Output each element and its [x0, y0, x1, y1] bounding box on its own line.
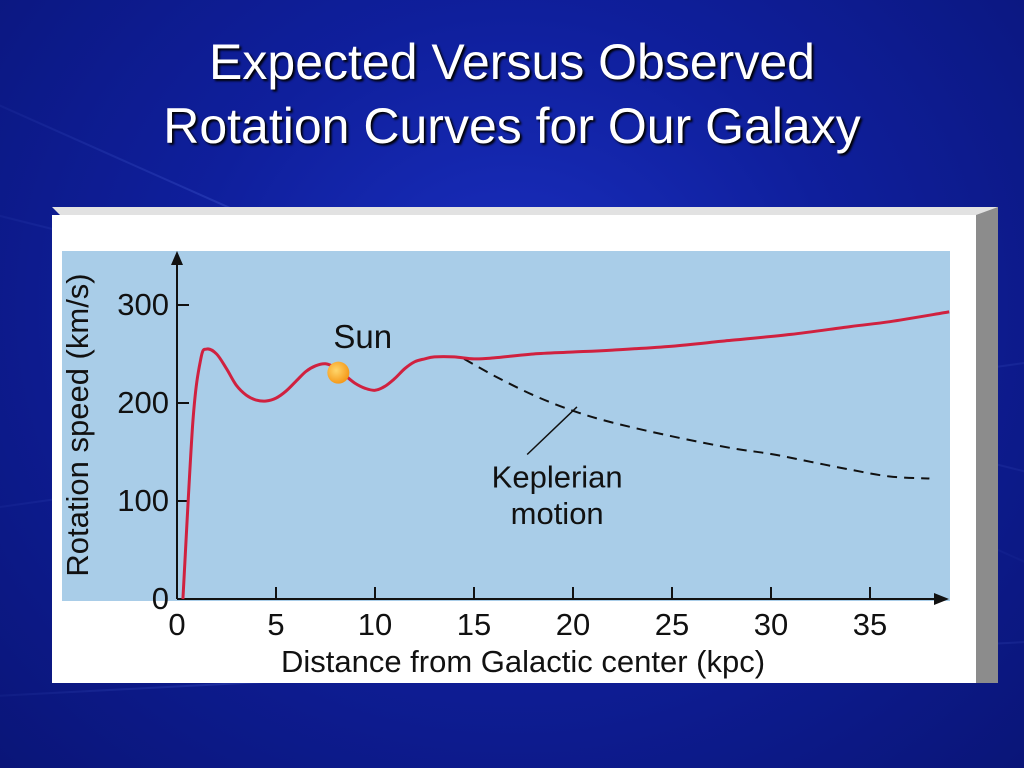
figure-frame: 0 5 10 15 20 25 30 35 0 100 200 300 Sun Keplerian m… — [52, 207, 998, 683]
frame-bevel-right — [976, 207, 998, 683]
x-axis-arrow — [934, 593, 949, 605]
rotation-curve-chart: 0 5 10 15 20 25 30 35 0 100 200 300 Sun Keplerian m… — [52, 207, 998, 683]
axis-tick-labels: 0 5 10 15 20 25 30 35 0 100 200 300 — [117, 287, 887, 642]
x-tick-label: 10 — [358, 607, 392, 642]
y-tick-label: 200 — [117, 385, 169, 420]
keplerian-label-line-2: motion — [511, 496, 604, 531]
slide-title-line-2: Rotation Curves for Our Galaxy — [163, 98, 861, 154]
slide-title-line-1: Expected Versus Observed — [209, 34, 815, 90]
sun-marker — [327, 361, 350, 384]
y-tick-label: 0 — [152, 581, 169, 616]
frame-bevel-top — [52, 207, 998, 215]
keplerian-label-line-1: Keplerian — [492, 460, 623, 495]
keplerian-leader-line — [526, 406, 578, 456]
x-tick-label: 5 — [267, 607, 284, 642]
x-tick-label: 0 — [168, 607, 185, 642]
y-tick-label: 300 — [117, 287, 169, 322]
observed-rotation-curve — [181, 310, 950, 600]
x-tick-label: 35 — [853, 607, 887, 642]
keplerian-curve — [463, 358, 930, 480]
axis-ticks — [177, 304, 871, 599]
x-tick-label: 30 — [754, 607, 788, 642]
sun-label: Sun — [333, 318, 392, 355]
slide-title: Expected Versus Observed Rotation Curves… — [0, 30, 1024, 158]
y-axis-arrow — [171, 251, 183, 265]
x-tick-label: 25 — [655, 607, 689, 642]
plot-area — [62, 251, 950, 601]
y-axis-title: Rotation speed (km/s) — [60, 273, 95, 576]
y-tick-label: 100 — [117, 483, 169, 518]
x-axis-title: Distance from Galactic center (kpc) — [281, 644, 765, 679]
x-tick-label: 20 — [556, 607, 590, 642]
x-tick-label: 15 — [457, 607, 491, 642]
